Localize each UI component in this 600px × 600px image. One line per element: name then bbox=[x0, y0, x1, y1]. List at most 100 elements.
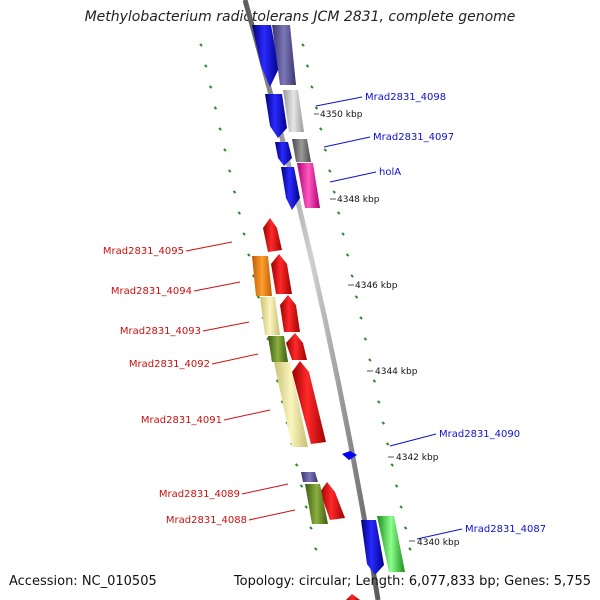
leader-line bbox=[185, 241, 233, 252]
gc-dash bbox=[332, 190, 336, 194]
gene-label[interactable]: Mrad2831_4094 bbox=[111, 286, 192, 297]
gene-label[interactable]: Mrad2831_4092 bbox=[129, 359, 210, 370]
gene-arrow bbox=[342, 451, 357, 460]
gc-dash bbox=[350, 274, 354, 278]
gene-arrow bbox=[320, 482, 345, 520]
leader-line bbox=[211, 353, 259, 365]
gc-content-track-outer bbox=[301, 43, 412, 551]
gc-dash bbox=[232, 190, 237, 194]
gc-dash bbox=[336, 211, 341, 215]
gc-dash bbox=[341, 232, 345, 236]
leader-line bbox=[241, 483, 289, 495]
leader-line bbox=[416, 528, 463, 540]
gene-block bbox=[377, 516, 405, 572]
gene-arrow bbox=[252, 25, 279, 87]
gc-dash bbox=[301, 43, 305, 47]
gc-dash bbox=[408, 547, 412, 551]
accession-text: Accession: NC_010505 bbox=[9, 574, 157, 589]
tick-label: 4340 kbp bbox=[417, 538, 460, 548]
gene-arrow bbox=[271, 254, 292, 294]
gene-label[interactable]: Mrad2831_4089 bbox=[159, 489, 240, 500]
gc-dash bbox=[372, 379, 377, 383]
gene-label[interactable]: Mrad2831_4098 bbox=[365, 92, 446, 103]
gene-block bbox=[268, 336, 288, 362]
gc-dash bbox=[345, 253, 350, 257]
forward-genes bbox=[252, 25, 405, 575]
gene-arrow bbox=[346, 594, 360, 600]
genome-backbone bbox=[242, 0, 381, 600]
reverse-genes bbox=[252, 218, 360, 600]
leader-line bbox=[323, 136, 371, 148]
gc-dash bbox=[354, 295, 359, 299]
leader-line bbox=[248, 509, 296, 521]
gc-dash bbox=[403, 526, 408, 530]
gc-dash bbox=[227, 169, 232, 173]
gc-dash bbox=[390, 463, 394, 467]
gene-label[interactable]: Mrad2831_4095 bbox=[103, 246, 184, 257]
gc-dash bbox=[323, 148, 328, 152]
gc-dash bbox=[256, 295, 261, 299]
gc-dash bbox=[294, 463, 299, 467]
leader-line bbox=[223, 409, 271, 421]
gene-block bbox=[283, 90, 304, 132]
leader-line bbox=[315, 96, 363, 107]
leader-line bbox=[202, 321, 250, 332]
gene-arrow bbox=[280, 295, 300, 332]
gene-block bbox=[297, 163, 320, 208]
gc-dash bbox=[319, 127, 323, 131]
gene-label[interactable]: Mrad2831_4088 bbox=[166, 515, 247, 526]
gene-arrow bbox=[281, 167, 300, 210]
gc-dash bbox=[299, 484, 304, 488]
gene-block bbox=[301, 472, 318, 482]
gc-dash bbox=[314, 547, 318, 551]
leader-line bbox=[193, 281, 241, 292]
gene-block bbox=[305, 484, 328, 524]
gc-dash bbox=[399, 505, 403, 509]
leader-line bbox=[389, 433, 437, 447]
gc-dash bbox=[247, 253, 251, 257]
gc-dash bbox=[199, 43, 203, 47]
gene-arrow bbox=[286, 333, 307, 360]
gc-dash bbox=[309, 526, 313, 530]
gc-dash bbox=[328, 169, 332, 173]
gene-label[interactable]: Mrad2831_4090 bbox=[439, 429, 520, 440]
gene-block bbox=[272, 25, 296, 85]
gene-arrow bbox=[263, 218, 282, 252]
tick-label: 4350 kbp bbox=[320, 110, 363, 120]
gc-dash bbox=[242, 232, 246, 236]
gene-label[interactable]: Mrad2831_4097 bbox=[373, 132, 454, 143]
gc-dash bbox=[305, 64, 310, 68]
gene-label[interactable]: Mrad2831_4087 bbox=[465, 524, 546, 535]
gc-dash bbox=[394, 484, 399, 488]
gene-block bbox=[252, 256, 272, 296]
gc-dash bbox=[310, 85, 314, 89]
gene-label[interactable]: holA bbox=[379, 167, 401, 178]
gc-dash bbox=[314, 106, 319, 110]
gene-block bbox=[274, 362, 308, 447]
leader-line bbox=[329, 171, 377, 183]
reverse-gene-labels: Mrad2831_4095 Mrad2831_4094 Mrad2831_409… bbox=[103, 241, 296, 526]
gc-dash bbox=[213, 106, 218, 110]
gene-block bbox=[260, 297, 280, 335]
map-title: Methylobacterium radiotolerans JCM 2831,… bbox=[84, 9, 516, 25]
tick-label: 4346 kbp bbox=[355, 281, 398, 291]
kbp-ticks: 4350 kbp 4348 kbp 4346 kbp 4344 kbp 4342… bbox=[314, 110, 460, 548]
gc-dash bbox=[363, 337, 368, 341]
gene-label[interactable]: Mrad2831_4093 bbox=[120, 326, 201, 337]
tick-label: 4342 kbp bbox=[396, 453, 439, 463]
gc-dash bbox=[223, 148, 227, 152]
topology-text: Topology: circular; Length: 6,077,833 bp… bbox=[233, 574, 591, 589]
forward-gene-labels: Mrad2831_4098 Mrad2831_4097 holA Mrad283… bbox=[315, 92, 546, 540]
gc-dash bbox=[385, 442, 390, 446]
gc-dash bbox=[377, 400, 381, 404]
gc-dash bbox=[208, 85, 213, 89]
gene-block bbox=[292, 139, 311, 162]
tick-label: 4348 kbp bbox=[337, 195, 380, 205]
gc-dash bbox=[218, 127, 222, 131]
gc-dash bbox=[204, 64, 208, 68]
gc-dash bbox=[304, 505, 308, 509]
gene-label[interactable]: Mrad2831_4091 bbox=[141, 415, 222, 426]
gene-arrow bbox=[361, 520, 384, 575]
gc-dash bbox=[368, 358, 372, 362]
